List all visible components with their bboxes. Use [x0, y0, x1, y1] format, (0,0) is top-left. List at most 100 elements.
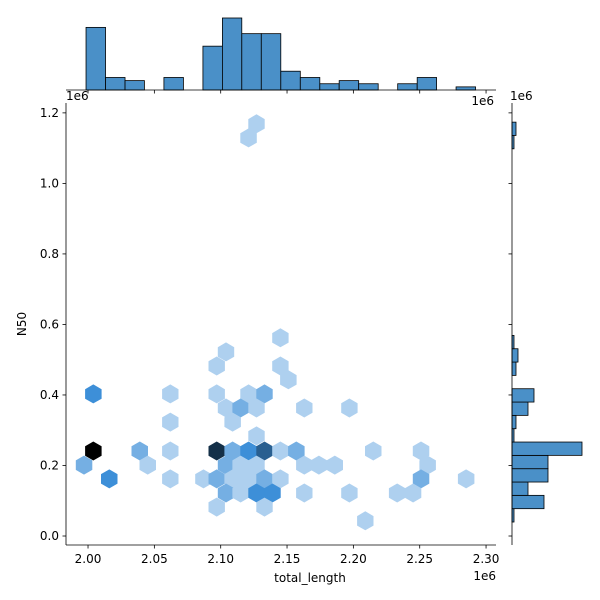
histogram-bar [358, 83, 379, 91]
histogram-bar [511, 401, 529, 416]
hexbin [272, 441, 289, 461]
hexbin [195, 469, 212, 489]
hexbin [310, 455, 328, 475]
hexbin [162, 384, 179, 404]
hexbin [412, 469, 430, 489]
histogram-bar [280, 70, 301, 91]
x-tick-label: 2.00 [75, 552, 102, 566]
hexbin [217, 398, 235, 418]
histogram-bar [511, 441, 583, 456]
hexbin [296, 455, 313, 475]
histogram-bar [260, 33, 282, 91]
x-tick-label: 2.10 [207, 552, 234, 566]
hexbin [365, 441, 382, 461]
hexbin [139, 455, 156, 475]
histogram-bar [397, 83, 418, 91]
hexbin [232, 398, 249, 418]
hexbin [248, 114, 265, 134]
hexbin [131, 441, 148, 461]
y-offset-label: 1e6 [510, 89, 533, 103]
hexbin [412, 441, 430, 461]
hexbin [288, 441, 305, 461]
y-tick-label: 0.6 [40, 317, 59, 331]
hexbin [272, 328, 289, 348]
hexbin [162, 441, 179, 461]
histogram-bar [124, 80, 145, 91]
hexbin [326, 455, 343, 475]
y-axis-label: N50 [15, 312, 29, 336]
x-offset-label: 1e6 [471, 94, 494, 108]
hexbin [232, 455, 249, 475]
histogram-bar [338, 80, 360, 91]
hexbin [101, 469, 118, 489]
histogram-bar [511, 414, 517, 430]
histogram-bar [241, 33, 262, 91]
hexbin [256, 469, 273, 489]
hexbin [404, 483, 422, 503]
histogram-bar [511, 494, 545, 510]
hexbin [75, 455, 93, 475]
hexbin [208, 384, 225, 404]
hexbin [224, 469, 241, 489]
y-tick-label: 1.2 [40, 106, 59, 120]
y-tick-label: 0.0 [40, 529, 59, 543]
hexbin [256, 384, 273, 404]
hexbin [217, 483, 235, 503]
histogram-bar [511, 361, 517, 376]
hexbin [296, 483, 313, 503]
hexbin [419, 455, 436, 475]
hexbin [248, 455, 265, 475]
hexbin [272, 356, 289, 376]
histogram-bar [511, 468, 549, 483]
histogram-bar [455, 86, 476, 91]
hexbin [208, 469, 225, 489]
y-tick-label: 0.2 [40, 458, 59, 472]
hexbin [85, 441, 102, 461]
hexbin [208, 497, 225, 517]
histogram-bar [511, 454, 549, 470]
histogram-bar [299, 77, 321, 91]
histogram-bar [105, 77, 126, 91]
y-offset-label: 1e6 [66, 89, 89, 103]
hexbin [85, 384, 102, 404]
hexbin [248, 483, 265, 503]
histogram-bar [511, 388, 535, 403]
hexbin [208, 356, 225, 376]
histogram-bar [319, 83, 340, 91]
y-tick-label: 0.4 [40, 388, 59, 402]
hexbin [240, 128, 257, 148]
hexbin [256, 441, 273, 461]
histogram-bar [416, 77, 437, 91]
hexbin [224, 412, 241, 432]
histogram-bar [511, 121, 517, 136]
histogram-bar [85, 26, 106, 91]
hexbin [248, 398, 265, 418]
histogram-bar [511, 348, 519, 363]
hexbin [240, 384, 257, 404]
hexbin [240, 441, 257, 461]
x-tick-label: 2.20 [340, 552, 367, 566]
hexbin [357, 511, 374, 531]
histogram-bar [511, 481, 529, 496]
hexbin [240, 469, 257, 489]
hexbin [224, 441, 241, 461]
hexbin [296, 398, 313, 418]
y-tick-label: 0.8 [40, 247, 59, 261]
hexbin [232, 483, 249, 503]
histogram-bar [163, 77, 184, 91]
hexbin [388, 483, 406, 503]
x-tick-label: 2.25 [406, 552, 433, 566]
x-axis-label: total_length [274, 571, 346, 585]
hexbin [162, 469, 179, 489]
x-tick-label: 2.15 [274, 552, 301, 566]
hexbin [162, 412, 179, 432]
x-tick-label: 2.30 [473, 552, 500, 566]
x-offset-label: 1e6 [473, 569, 496, 583]
hexbin [341, 398, 358, 418]
histogram-bar [202, 45, 223, 91]
histogram-bar [222, 17, 243, 91]
hexbin [256, 497, 273, 517]
hexbin [248, 426, 265, 446]
x-tick-label: 2.05 [141, 552, 168, 566]
